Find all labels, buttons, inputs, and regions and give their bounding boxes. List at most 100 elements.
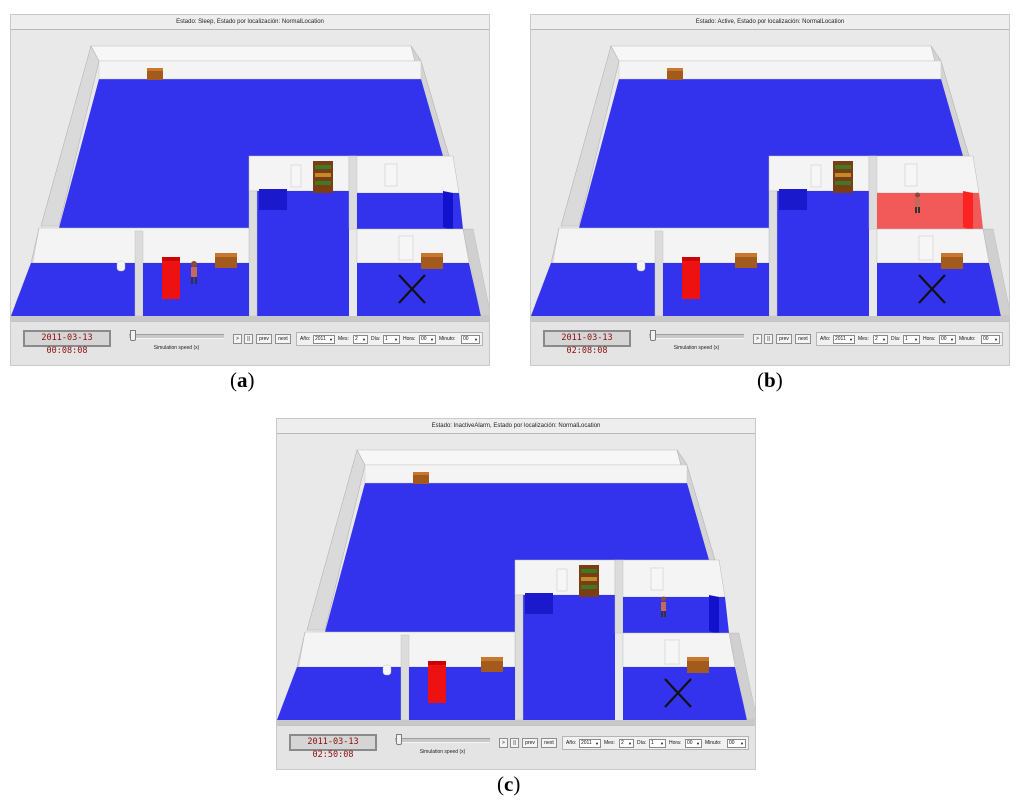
minute-select[interactable]: 00 ▼	[981, 335, 1000, 344]
year-select[interactable]: 2011 ▼	[313, 335, 335, 344]
year-select[interactable]: 2011 ▼	[833, 335, 855, 344]
chevron-down-icon: ▼	[696, 741, 700, 746]
hour-label: Hora:	[669, 740, 682, 746]
toilet-icon	[382, 664, 392, 676]
simulation-controls: 2011-03-13 02:08:08 Simulation speed (x)…	[531, 321, 1009, 365]
bathroom-floor	[877, 193, 983, 229]
year-label: Año:	[820, 336, 831, 342]
bedroom-floor	[409, 667, 515, 720]
day-select[interactable]: 1 ▼	[903, 335, 920, 344]
speed-label: Simulation speed (x)	[153, 345, 200, 351]
simulation-clock: 2011-03-13 02:50:08	[289, 734, 377, 760]
prev-button[interactable]: prev	[256, 334, 272, 344]
pause-button[interactable]: ||	[244, 334, 253, 344]
simulation-controls: 2011-03-13 02:50:08 Simulation speed (x)…	[277, 725, 755, 769]
dresser-icon	[735, 253, 757, 268]
prev-button[interactable]: prev	[522, 738, 538, 748]
slider-knob[interactable]	[650, 330, 656, 341]
date-selector: Año: 2011 ▼ Mes: 2 ▼ Día: 1 ▼ Hora: 00 ▼ Min…	[816, 332, 1003, 346]
day-label: Día:	[371, 336, 381, 342]
chevron-down-icon: ▼	[914, 337, 918, 342]
bathroom-floor	[623, 597, 729, 633]
next-button[interactable]: next	[275, 334, 291, 344]
year-select[interactable]: 2011 ▼	[579, 739, 601, 748]
bookshelf-icon	[313, 161, 333, 193]
speed-label: Simulation speed (x)	[419, 749, 466, 755]
slider-track	[129, 334, 224, 339]
hour-select[interactable]: 00 ▼	[419, 335, 436, 344]
next-button[interactable]: next	[541, 738, 557, 748]
room-floor-bottom-right	[623, 667, 747, 720]
slider-knob[interactable]	[130, 330, 136, 341]
dresser-icon	[687, 657, 709, 673]
hour-select[interactable]: 00 ▼	[939, 335, 956, 344]
pause-button[interactable]: ||	[510, 738, 519, 748]
chevron-down-icon: ▼	[430, 337, 434, 342]
corridor-floor	[523, 595, 615, 720]
status-bar: Estado: Sleep, Estado por localización: …	[11, 15, 489, 30]
slider-track	[649, 334, 744, 339]
corridor-floor	[777, 191, 869, 316]
status-bar: Estado: Active, Estado por localización:…	[531, 15, 1009, 30]
speed-slider[interactable]	[649, 330, 744, 341]
person-figure-icon	[915, 192, 920, 213]
dresser-icon	[667, 68, 683, 80]
day-label: Día:	[637, 740, 647, 746]
month-label: Mes:	[338, 336, 349, 342]
dresser-icon	[941, 253, 963, 269]
cross-marker-icon	[918, 274, 946, 304]
minute-select[interactable]: 00 ▼	[727, 739, 746, 748]
day-select[interactable]: 1 ▼	[383, 335, 400, 344]
day-select[interactable]: 1 ▼	[649, 739, 666, 748]
minute-select[interactable]: 00 ▼	[461, 335, 480, 344]
3d-house-view[interactable]	[11, 31, 489, 321]
dresser-icon	[421, 253, 443, 269]
bathroom-left-floor	[277, 667, 401, 720]
simulation-clock: 2011-03-13 00:08:08	[23, 330, 111, 356]
month-select[interactable]: 2 ▼	[353, 335, 368, 344]
room-floor-bottom-right	[877, 263, 1001, 316]
hour-label: Hora:	[403, 336, 416, 342]
month-label: Mes:	[604, 740, 615, 746]
play-button[interactable]: >	[753, 334, 762, 344]
play-button[interactable]: >	[233, 334, 242, 344]
3d-house-view[interactable]	[277, 435, 755, 725]
minute-label: Minuto:	[439, 336, 456, 342]
dresser-icon	[413, 472, 429, 484]
pause-button[interactable]: ||	[764, 334, 773, 344]
bookshelf-icon	[579, 565, 599, 597]
speed-slider[interactable]	[129, 330, 224, 341]
play-button[interactable]: >	[499, 738, 508, 748]
caption-c: (c)	[497, 772, 521, 796]
prev-button[interactable]: prev	[776, 334, 792, 344]
bed-icon	[428, 661, 446, 703]
slider-knob[interactable]	[396, 734, 402, 745]
year-label: Año:	[566, 740, 577, 746]
month-select[interactable]: 2 ▼	[619, 739, 634, 748]
bookshelf-icon	[833, 161, 853, 193]
chevron-down-icon: ▼	[628, 741, 632, 746]
person-figure-icon	[191, 261, 197, 284]
dresser-icon	[147, 68, 163, 80]
simulator-window-a: Estado: Sleep, Estado por localización: …	[10, 14, 490, 366]
simulation-controls: 2011-03-13 00:08:08 Simulation speed (x)…	[11, 321, 489, 365]
slider-track	[395, 738, 490, 743]
speed-slider[interactable]	[395, 734, 490, 745]
bathroom-floor	[357, 193, 463, 229]
date-selector: Año: 2011 ▼ Mes: 2 ▼ Día: 1 ▼ Hora: 00 ▼ Min…	[562, 736, 749, 750]
minute-label: Minuto:	[705, 740, 722, 746]
month-select[interactable]: 2 ▼	[873, 335, 888, 344]
chevron-down-icon: ▼	[660, 741, 664, 746]
year-label: Año:	[300, 336, 311, 342]
living-room-floor	[325, 483, 709, 632]
simulation-clock: 2011-03-13 02:08:08	[543, 330, 631, 356]
chevron-down-icon: ▼	[474, 337, 478, 342]
next-button[interactable]: next	[795, 334, 811, 344]
3d-house-view[interactable]	[531, 31, 1009, 321]
chevron-down-icon: ▼	[849, 337, 853, 342]
bed-icon	[162, 257, 180, 299]
hour-select[interactable]: 00 ▼	[685, 739, 702, 748]
month-label: Mes:	[858, 336, 869, 342]
bed-icon	[682, 257, 700, 299]
chevron-down-icon: ▼	[595, 741, 599, 746]
